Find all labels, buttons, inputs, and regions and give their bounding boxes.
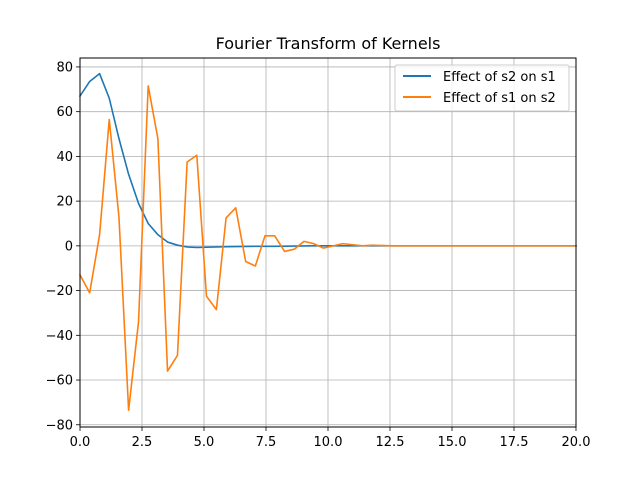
y-tick-label: 80 bbox=[56, 60, 73, 75]
y-tick-label: 20 bbox=[56, 195, 73, 210]
legend-label-series-2: Effect of s1 on s2 bbox=[443, 91, 556, 106]
y-tick-label: 60 bbox=[56, 105, 73, 120]
x-tick-label: 12.5 bbox=[376, 435, 405, 450]
y-tick-label: −20 bbox=[46, 284, 73, 299]
x-tick-label: 2.5 bbox=[132, 435, 153, 450]
y-tick-label: 40 bbox=[56, 150, 73, 165]
chart-title: Fourier Transform of Kernels bbox=[216, 34, 441, 53]
x-tick-label: 7.5 bbox=[256, 435, 277, 450]
x-tick-label: 17.5 bbox=[500, 435, 529, 450]
series-layer bbox=[78, 72, 577, 412]
grid bbox=[79, 58, 577, 427]
y-tick-label: −40 bbox=[46, 329, 73, 344]
legend-box bbox=[394, 64, 570, 112]
y-tick-label: 0 bbox=[65, 239, 73, 254]
ticks: 0.0 2.5 5.0 7.5 10.0 12.5 15.0 17.5 20.0 −80 −60 −4… bbox=[46, 60, 591, 450]
y-tick-label: −80 bbox=[46, 418, 73, 433]
x-tick-label: 5.0 bbox=[194, 435, 215, 450]
y-tick-label: −60 bbox=[46, 374, 73, 389]
legend-label-series-1: Effect of s2 on s1 bbox=[443, 70, 556, 85]
legend: Effect of s2 on s1 Effect of s1 on s2 bbox=[394, 64, 570, 112]
series-line-2 bbox=[78, 85, 577, 412]
x-tick-label: 20.0 bbox=[562, 435, 591, 450]
x-tick-label: 15.0 bbox=[438, 435, 467, 450]
x-tick-label: 10.0 bbox=[314, 435, 343, 450]
x-tick-label: 0.0 bbox=[70, 435, 91, 450]
